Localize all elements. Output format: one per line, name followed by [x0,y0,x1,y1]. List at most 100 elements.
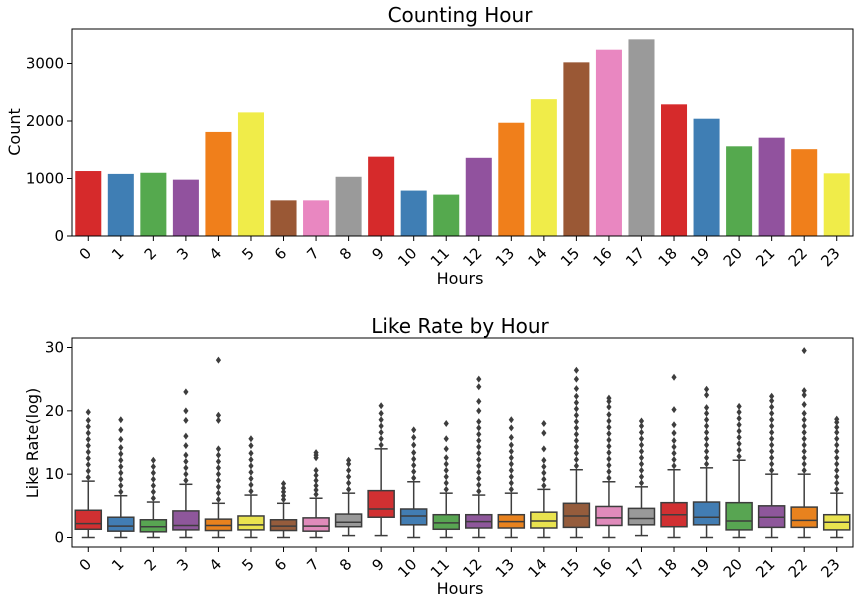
outlier-point [443,479,449,487]
outlier-point [183,442,189,450]
outlier-point [443,420,449,427]
outlier-point [508,441,514,449]
box-group [74,347,851,539]
outlier-point [346,456,352,464]
outlier-point [215,477,222,484]
bar-10 [400,190,427,236]
outlier-point [378,409,384,417]
outlier-point [411,426,417,434]
outlier-point [118,488,124,496]
outlier-point [118,475,124,483]
x-tick-label: 21 [752,555,778,581]
outlier-point [606,430,612,438]
bar-20 [726,146,753,236]
outlier-point [443,485,449,493]
outlier-point [215,470,222,478]
bar-3 [172,179,199,236]
outlier-point [703,428,710,436]
x-tick-label: 17 [622,244,648,270]
outlier-point [769,422,775,430]
outlier-point [606,474,612,482]
outlier-point [85,423,91,431]
outlier-point [118,444,124,452]
outlier-point [85,473,91,481]
outlier-point [183,432,189,440]
box-13 [497,416,526,539]
outlier-point [638,473,645,481]
bar-23 [823,173,850,236]
outlier-point [769,460,775,468]
outlier-point [769,466,775,474]
box-21 [757,392,786,539]
outlier-point [378,435,384,443]
outlier-point [703,385,710,393]
x-tick-label: 5 [238,555,257,574]
outlier-point [508,473,514,481]
outlier-point [638,466,645,474]
outlier-point [736,452,742,460]
outlier-point [476,430,482,438]
outlier-point [573,385,579,393]
box-22 [790,347,818,539]
outlier-point [508,424,514,432]
outlier-point [215,416,222,424]
outlier-point [183,451,189,459]
outlier-point [118,456,124,464]
outlier-point [769,435,775,443]
outlier-point [508,433,514,441]
box-body [302,517,330,532]
bar-15 [563,62,590,236]
outlier-point [541,469,547,477]
x-axis-label: Hours [437,579,484,598]
bar-17 [628,39,655,236]
outlier-point [736,414,742,422]
outlier-point [606,394,612,402]
outlier-point [183,464,189,472]
box-body [692,501,721,526]
outlier-point [215,458,222,465]
outlier-point [476,383,482,391]
outlier-point [671,443,677,451]
outlier-point [671,462,677,470]
y-tick-label: 2000 [26,112,64,130]
outlier-point [834,454,840,462]
chart-title: Counting Hour [388,3,534,27]
x-tick-label: 0 [76,244,95,263]
x-tick-label: 14 [524,244,550,270]
outlier-point [769,447,775,455]
bar-12 [465,157,492,236]
x-tick-label: 7 [303,244,322,263]
outlier-point [346,479,352,487]
x-tick-label: 1 [108,244,127,263]
outlier-point [85,429,91,437]
outlier-point [411,474,417,482]
x-tick-label: 7 [303,555,322,574]
outlier-point [638,417,645,425]
x-tick-label: 3 [173,555,192,574]
outlier-point [606,423,612,431]
x-tick-label: 4 [206,555,225,574]
outlier-point [248,456,254,464]
x-tick-label: 0 [76,555,95,574]
outlier-point [541,456,547,464]
outlier-point [638,435,645,443]
outlier-point [834,415,840,423]
outlier-point [606,455,612,463]
outlier-point [411,461,417,469]
box-19 [692,385,721,539]
outlier-point [606,442,612,450]
outlier-point [313,486,319,494]
y-tick-label: 0 [54,227,64,245]
outlier-point [85,467,91,475]
box-body [139,519,168,533]
plot-frame [71,28,854,237]
outlier-point [769,403,775,411]
outlier-point [671,437,677,445]
outlier-point [834,441,840,449]
outlier-point [834,485,840,493]
bar-8 [335,176,362,236]
box-12 [465,375,493,539]
box-15 [562,366,591,539]
bar-9 [368,156,395,236]
box-body [269,519,298,532]
